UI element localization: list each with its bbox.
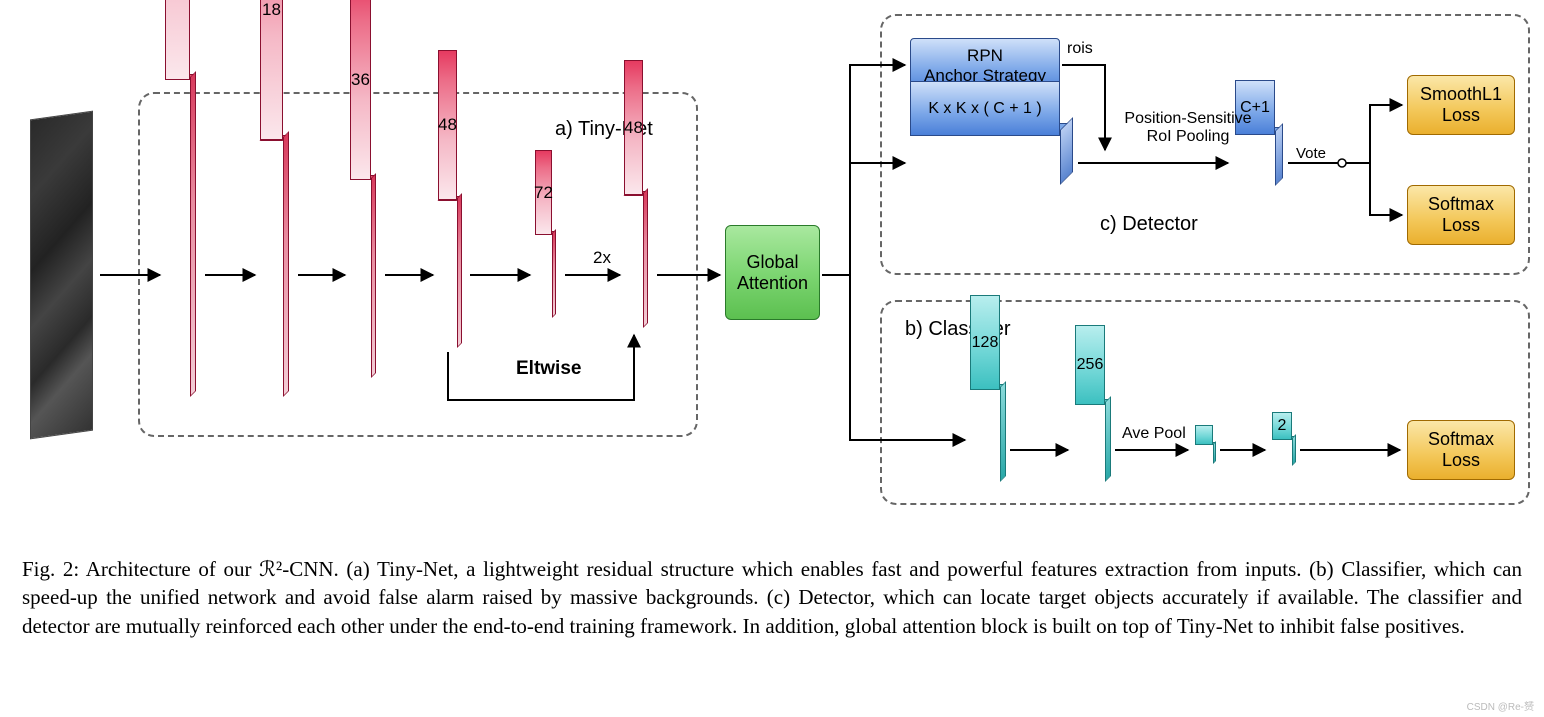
smooth-line1: SmoothL1	[1420, 84, 1502, 105]
smoothl1-loss: SmoothL1 Loss	[1407, 75, 1515, 135]
rpn-line1: RPN	[967, 46, 1003, 66]
bar-label: 48	[624, 118, 643, 138]
avepool-label: Ave Pool	[1122, 425, 1186, 443]
t128-label: 128	[972, 334, 999, 352]
bar-label: 18	[262, 0, 281, 20]
kkc-label: K x K x ( C + 1 )	[928, 100, 1041, 118]
figure-caption: Fig. 2: Architecture of our ℛ²-CNN. (a) …	[22, 555, 1522, 640]
x2-label: 2x	[593, 248, 611, 268]
t2-label: 2	[1278, 417, 1287, 435]
detector-title: c) Detector	[1100, 213, 1198, 236]
soft2-line1: Softmax	[1428, 429, 1494, 450]
smooth-line2: Loss	[1442, 105, 1480, 126]
input-image	[30, 111, 93, 440]
soft1-line2: Loss	[1442, 215, 1480, 236]
bar-label: 36	[351, 70, 370, 90]
ps-label: Position-Sensitive RoI Pooling	[1108, 110, 1268, 146]
global-attention-block: Global Attention	[725, 225, 820, 320]
watermark-text: CSDN @Re-赟	[1467, 698, 1534, 713]
vote-label: Vote	[1296, 145, 1326, 162]
bar-label: 48	[438, 115, 457, 135]
eltwise-label: Eltwise	[516, 358, 581, 380]
caption-text: Fig. 2: Architecture of our ℛ²-CNN. (a) …	[22, 557, 1522, 638]
ga-line2: Attention	[737, 273, 808, 294]
ga-line1: Global	[746, 252, 798, 273]
soft2-line2: Loss	[1442, 450, 1480, 471]
softmax-loss-classifier: Softmax Loss	[1407, 420, 1515, 480]
t256-label: 256	[1077, 356, 1104, 374]
bar-label: 72	[534, 183, 553, 203]
rois-label: rois	[1067, 40, 1093, 58]
softmax-loss-detector: Softmax Loss	[1407, 185, 1515, 245]
architecture-diagram: a) Tiny-Net 121836487248 2x Eltwise Glob…	[0, 0, 1544, 520]
tinynet-box	[138, 92, 698, 437]
soft1-line1: Softmax	[1428, 194, 1494, 215]
